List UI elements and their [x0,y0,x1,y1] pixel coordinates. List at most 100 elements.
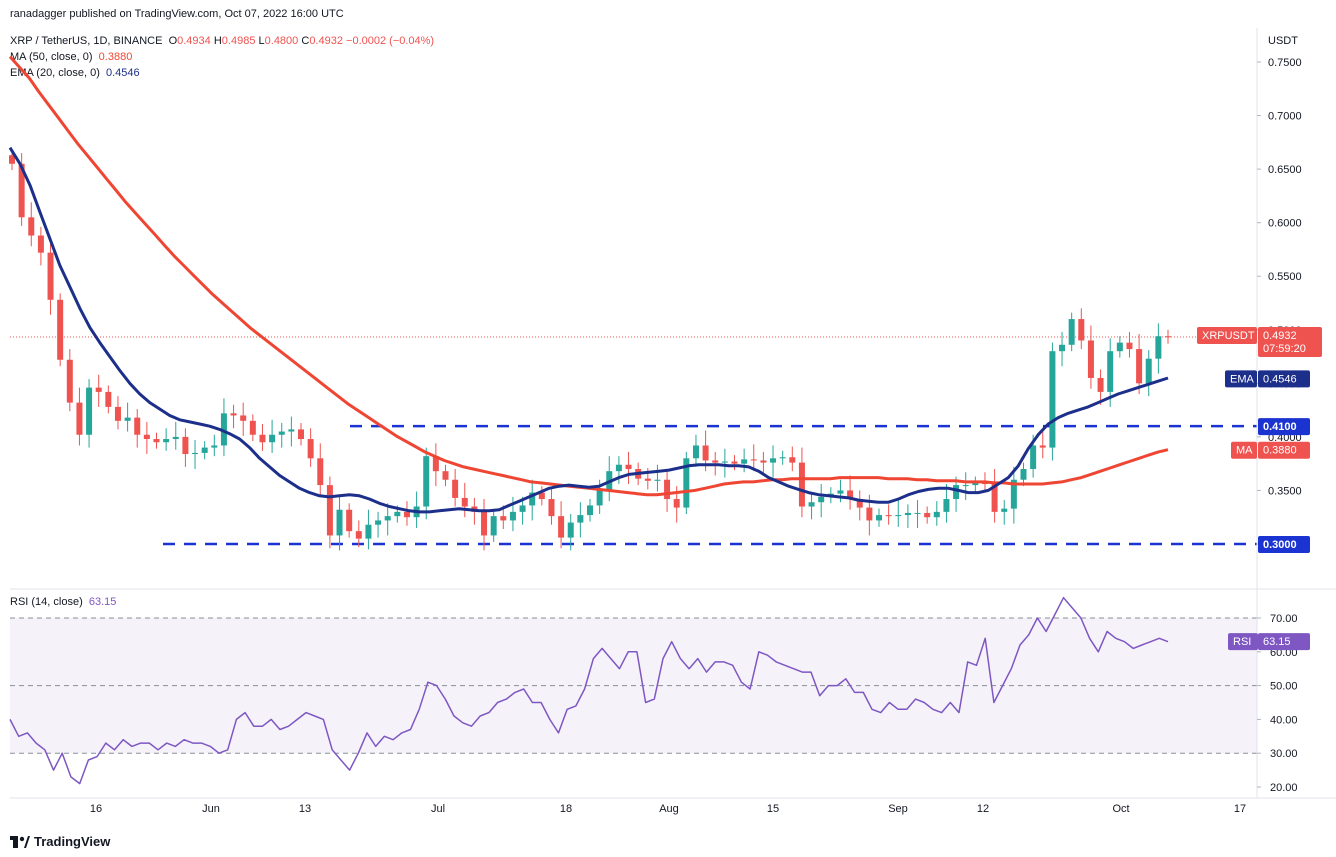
open-value: 0.4934 [177,35,211,47]
candle-body [384,516,391,521]
candle-body [972,482,979,486]
ema-value: 0.4546 [106,67,140,79]
candle-body [403,511,410,518]
last-price-symbol-tag-bg [1197,327,1257,345]
candle-body [644,478,651,481]
price-tick-label: 0.7000 [1268,111,1302,123]
candle-body [538,492,545,500]
low-value: 0.4800 [264,35,299,47]
candle-body [134,417,141,435]
ma-value-tag: 0.3880 [1258,441,1310,459]
candles [9,148,1171,551]
candle-body [143,434,150,440]
candle-body [201,447,208,453]
candle-body [779,457,786,459]
candle-body [798,462,805,507]
candle-body [885,515,892,517]
candle-body [548,499,555,517]
ma-value-tag-bg [1258,441,1310,459]
candle-body [326,485,333,536]
ema-value-tag-text: 0.4546 [1263,373,1297,385]
last-price-value-tag-text: 0.4932 [1263,330,1297,342]
candle-body [673,499,680,508]
candle-body [298,429,304,440]
brand-name: TradingView [34,834,111,849]
tradingview-logo[interactable]: TradingView [10,834,110,849]
candle-body [95,387,102,392]
rsi-name-tag-text: RSI [1233,636,1251,648]
candle-body [664,479,671,500]
ma-label: MA (50, close, 0) [10,51,93,63]
time-tick-label: 17 [1234,803,1246,815]
candle-body [904,512,911,516]
candle-body [866,507,873,521]
ema-name-tag-text: EMA [1230,373,1255,385]
candle-body [750,459,757,461]
candle-body [587,505,593,516]
symbol-legend[interactable]: XRP / TetherUS, 1D, BINANCE O0.4934 H0.4… [10,35,434,47]
candle-body [1145,358,1152,384]
candle-body [163,439,170,443]
candle-body [365,524,372,539]
last-price-symbol-tag-text: XRPUSDT [1202,330,1255,342]
ma-name-tag-bg [1231,441,1257,459]
candle-body [991,484,998,512]
ema-legend[interactable]: EMA (20, close, 0) 0.4546 [10,67,140,79]
ema-value-tag-bg [1258,370,1310,388]
candle-body [18,163,25,218]
candle-body [914,512,921,514]
candle-body [962,485,969,487]
axis-pane: USDT0.75000.70000.65000.60000.55000.5000… [10,28,1336,815]
candle-body [924,512,931,518]
time-tick-label: 13 [299,803,311,815]
rsi-value: 63.15 [88,596,117,608]
rsi-name-tag-bg [1228,633,1258,651]
ema-name-tag-bg [1225,370,1257,388]
candle-body [249,420,256,435]
candle-body [47,252,54,300]
rsi-tick-label: 40.00 [1270,714,1298,726]
candle-body [86,387,93,435]
time-tick-label: 12 [977,803,989,815]
last-price-value-tag-text: 07:59:20 [1263,343,1306,355]
candle-body [317,458,324,486]
publisher-caption: ranadagger published on TradingView.com,… [10,8,344,20]
rsi-legend[interactable]: RSI (14, close) 63.15 [10,596,116,608]
candle-body [1020,469,1027,480]
candle-body [770,458,777,463]
candle-body [66,359,73,403]
candle-body [818,496,825,503]
candle-body [355,531,362,539]
candle-body [654,479,661,481]
level-tag-0.3000-bg [1258,536,1310,553]
candle-body [37,235,44,253]
candle-body [182,436,189,455]
candle-body [307,439,314,459]
candle-body [1107,351,1114,392]
candle-body [1087,340,1094,378]
ma-line [8,55,1169,497]
candle-body [336,509,343,536]
ma-legend[interactable]: MA (50, close, 0) 0.3880 [10,51,132,63]
candle-body [529,492,536,506]
candle-body [481,511,488,536]
candle-body [509,511,516,521]
candle-body [1165,336,1171,338]
level-tag-0.4100-bg [1258,418,1310,436]
ma-value: 0.3880 [98,51,133,63]
candle-body [741,459,748,464]
candle-body [423,456,430,507]
candle-body [259,434,266,443]
candle-body [220,413,227,446]
rsi-label: RSI (14, close) [10,596,83,608]
candle-body [432,456,439,472]
candle-body [1049,351,1056,448]
price-tick-label: 0.7500 [1268,57,1302,69]
ema-value-tag: 0.4546 [1258,370,1310,388]
symbol-name: XRP / TetherUS, 1D, BINANCE [10,35,163,47]
candle-body [1136,349,1143,384]
candle-body [625,464,632,470]
price-tick-label: 0.5500 [1268,271,1302,283]
rsi-line [9,596,1169,785]
